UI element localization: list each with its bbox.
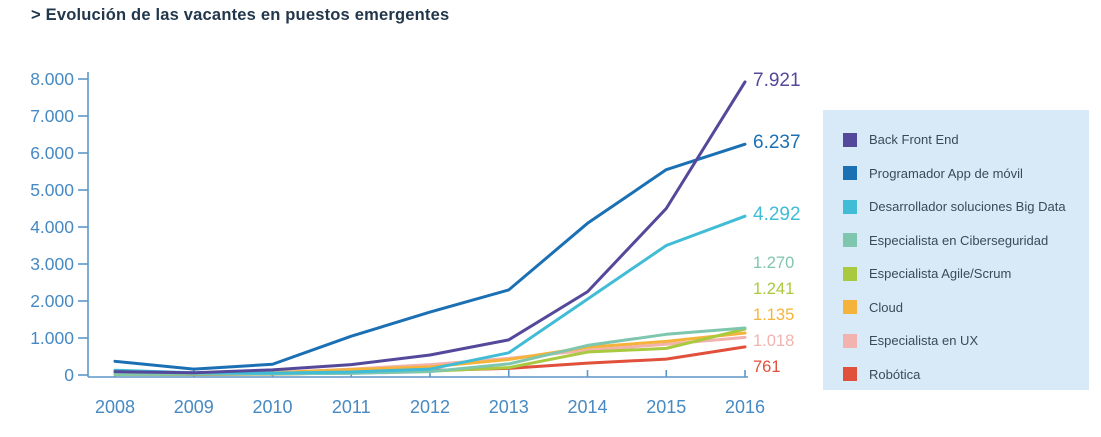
legend-item: Especialista Agile/Scrum	[843, 257, 1089, 291]
legend-item: Robótica	[843, 358, 1089, 392]
series-end-label-especialista-en-ux: 1.018	[753, 332, 794, 350]
legend-item-label: Programador App de móvil	[869, 165, 1023, 181]
series-end-label-programador-app-de-movil: 6.237	[753, 132, 801, 153]
series-end-label-robotica: 761	[753, 358, 781, 376]
legend-swatch-icon	[843, 132, 857, 147]
legend-item: Especialista en UX	[843, 324, 1089, 358]
legend-item: Desarrollador soluciones Big Data	[843, 190, 1089, 224]
legend-item-label: Cloud	[869, 299, 903, 315]
y-tick-label: 4.000	[30, 217, 74, 237]
legend-swatch-icon	[843, 300, 857, 315]
y-tick-label: 5.000	[30, 180, 74, 200]
series-line-back-front-end	[113, 80, 747, 375]
x-tick-label: 2015	[646, 397, 686, 417]
y-tick-label: 8.000	[30, 69, 74, 89]
legend-item: Especialista en Ciberseguridad	[843, 224, 1089, 258]
legend-item: Cloud	[843, 291, 1089, 325]
legend-swatch-icon	[843, 166, 857, 181]
page-title: > Evolución de las vacantes en puestos e…	[31, 6, 450, 24]
legend-swatch-icon	[843, 266, 857, 281]
y-tick-label: 2.000	[30, 291, 74, 311]
series-end-label-especialista-en-ciberseguridad: 1.270	[753, 254, 794, 272]
legend-item: Back Front End	[843, 123, 1089, 157]
y-tick-label: 1.000	[30, 328, 74, 348]
series-end-label-especialista-agile-scrum: 1.241	[753, 280, 794, 298]
x-tick-label: 2008	[95, 397, 135, 417]
legend-item: Programador App de móvil	[843, 157, 1089, 191]
legend-item-label: Especialista en Ciberseguridad	[869, 232, 1049, 248]
series-end-label-cloud: 1.135	[753, 306, 794, 324]
legend-item-label: Desarrollador soluciones Big Data	[869, 199, 1066, 215]
x-tick-label: 2010	[252, 397, 292, 417]
y-tick-label: 3.000	[30, 254, 74, 274]
x-tick-label: 2016	[725, 397, 765, 417]
legend-swatch-icon	[843, 233, 857, 248]
legend-swatch-icon	[843, 367, 857, 382]
legend-item-label: Back Front End	[869, 132, 959, 148]
series-end-label-desarrollador-soluciones-big-data: 4.292	[753, 204, 801, 225]
x-tick-label: 2009	[174, 397, 214, 417]
series-line-programador-app-de-movil	[113, 142, 747, 371]
x-tick-label: 2012	[410, 397, 450, 417]
y-tick-label: 6.000	[30, 143, 74, 163]
x-tick-label: 2013	[489, 397, 529, 417]
legend-swatch-icon	[843, 199, 857, 214]
legend-item-label: Especialista Agile/Scrum	[869, 266, 1012, 282]
y-tick-label: 7.000	[30, 106, 74, 126]
series-end-label-back-front-end: 7.921	[753, 70, 801, 91]
x-tick-label: 2014	[567, 397, 607, 417]
legend-swatch-icon	[843, 333, 857, 348]
x-tick-label: 2011	[332, 397, 371, 417]
y-tick-label: 0	[64, 365, 74, 385]
legend: Back Front End Programador App de móvil De…	[823, 110, 1089, 390]
legend-item-label: Robótica	[869, 366, 921, 382]
legend-item-label: Especialista en UX	[869, 333, 979, 349]
